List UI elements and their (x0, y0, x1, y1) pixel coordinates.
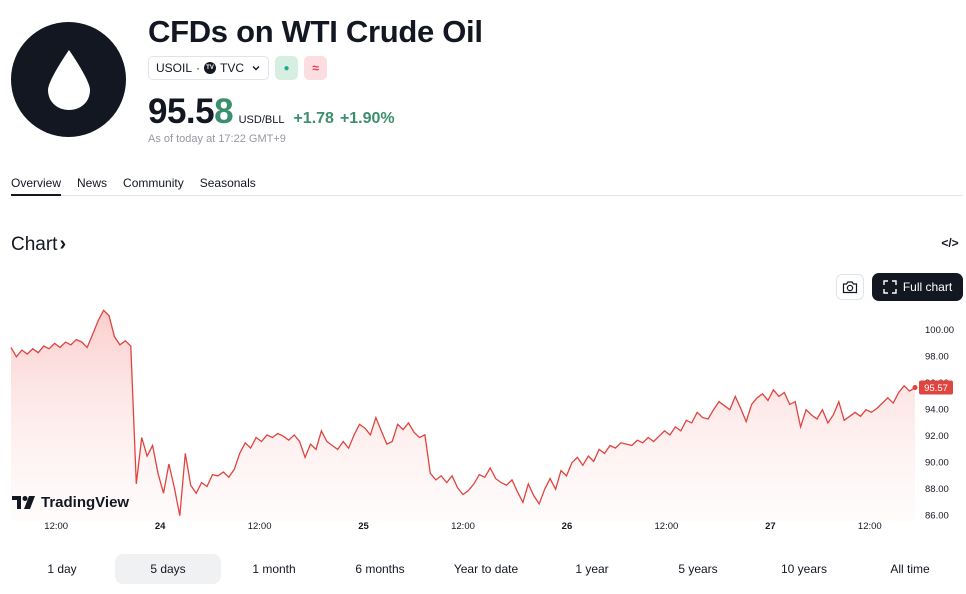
last-price-badge (919, 380, 953, 395)
range-5-years[interactable]: 5 years (678, 562, 718, 576)
chart-heading-link[interactable]: Chart › (11, 233, 66, 256)
change-absolute: +1.78 (293, 110, 334, 127)
price-series-line (10, 309, 916, 516)
price-row: 95.5 8 USD/BLL +1.78 +1.90% (148, 92, 395, 132)
range-year-to-date[interactable]: Year to date (453, 562, 519, 576)
code-icon: </> (941, 236, 959, 250)
y-tick-label: 86.00 (925, 510, 949, 521)
range-6-months[interactable]: 6 months (355, 562, 405, 576)
range-10-years[interactable]: 10 years (780, 562, 828, 576)
exchange-label: TVC (220, 61, 245, 75)
chevron-down-icon (252, 66, 260, 71)
page-title: CFDs on WTI Crude Oil (148, 14, 483, 49)
x-tick-label: 25 (358, 521, 369, 532)
price-last-digit: 8 (214, 92, 234, 131)
tab-news[interactable]: News (77, 176, 108, 190)
tradingview-wordmark: TradingView (41, 494, 130, 511)
market-open-dot-icon: ● (283, 62, 290, 74)
full-chart-button[interactable]: Full chart (872, 273, 963, 301)
symbol-selector[interactable]: USOIL · TV TVC (148, 56, 270, 80)
ticker-separator: · (196, 61, 201, 75)
x-tick-label: 12:00 (858, 521, 882, 532)
exchange-logo-icon: TV (204, 62, 217, 74)
range-1-day[interactable]: 1 day (47, 562, 77, 576)
embed-code-button[interactable]: </> (940, 234, 960, 252)
y-tick-label: 88.00 (925, 484, 949, 495)
last-price-label: 95.57 (924, 383, 948, 394)
ticker-label: USOIL (156, 61, 193, 75)
last-price-dot (912, 385, 918, 391)
x-tick-label: 12:00 (451, 521, 475, 532)
fullscreen-icon (883, 280, 897, 294)
x-tick-label: 24 (155, 521, 166, 532)
full-chart-label: Full chart (902, 280, 953, 294)
section-tabs: Overview News Community Seasonals (11, 176, 963, 196)
tradingview-watermark[interactable]: TradingView (12, 494, 129, 511)
price-area-fill (11, 310, 915, 521)
symbol-chips: USOIL · TV TVC ● ≈ (148, 56, 328, 80)
price-chart[interactable]: 100.0098.0096.0094.0092.0090.0088.0086.0… (0, 305, 966, 538)
x-tick-label: 12:00 (44, 521, 68, 532)
tab-overview[interactable]: Overview (11, 176, 62, 196)
range-all-time[interactable]: All time (890, 562, 930, 576)
range-selector: 1 day 5 days 1 month 6 months Year to da… (9, 554, 963, 584)
y-tick-label: 92.00 (925, 431, 949, 442)
y-tick-label: 100.00 (925, 325, 954, 336)
range-1-month[interactable]: 1 month (252, 562, 296, 576)
tab-community[interactable]: Community (123, 176, 184, 190)
range-1-year[interactable]: 1 year (575, 562, 609, 576)
cfd-badge[interactable]: ≈ (304, 56, 328, 80)
cfd-wave-icon: ≈ (312, 61, 319, 75)
y-tick-label: 94.00 (925, 404, 949, 415)
price-main: 95.5 (148, 92, 215, 131)
y-tick-label: 98.00 (925, 351, 949, 362)
as-of-timestamp: As of today at 17:22 GMT+9 (148, 133, 286, 145)
range-5-days[interactable]: 5 days (115, 554, 221, 584)
y-tick-label: 90.00 (925, 457, 949, 468)
camera-icon (842, 281, 858, 294)
tab-seasonals[interactable]: Seasonals (199, 176, 256, 190)
oil-drop-icon (47, 49, 90, 110)
snapshot-button[interactable] (836, 274, 864, 300)
x-tick-label: 27 (765, 521, 776, 532)
change-percent: +1.90% (339, 110, 395, 127)
chevron-right-icon: › (59, 233, 67, 255)
x-tick-label: 12:00 (248, 521, 272, 532)
tradingview-logo-icon (12, 496, 35, 509)
x-tick-label: 12:00 (655, 521, 679, 532)
price-unit: USD/BLL (238, 114, 285, 126)
chart-heading-label: Chart (11, 233, 58, 255)
market-open-badge[interactable]: ● (275, 56, 299, 80)
x-tick-label: 26 (562, 521, 573, 532)
symbol-logo (11, 22, 126, 137)
